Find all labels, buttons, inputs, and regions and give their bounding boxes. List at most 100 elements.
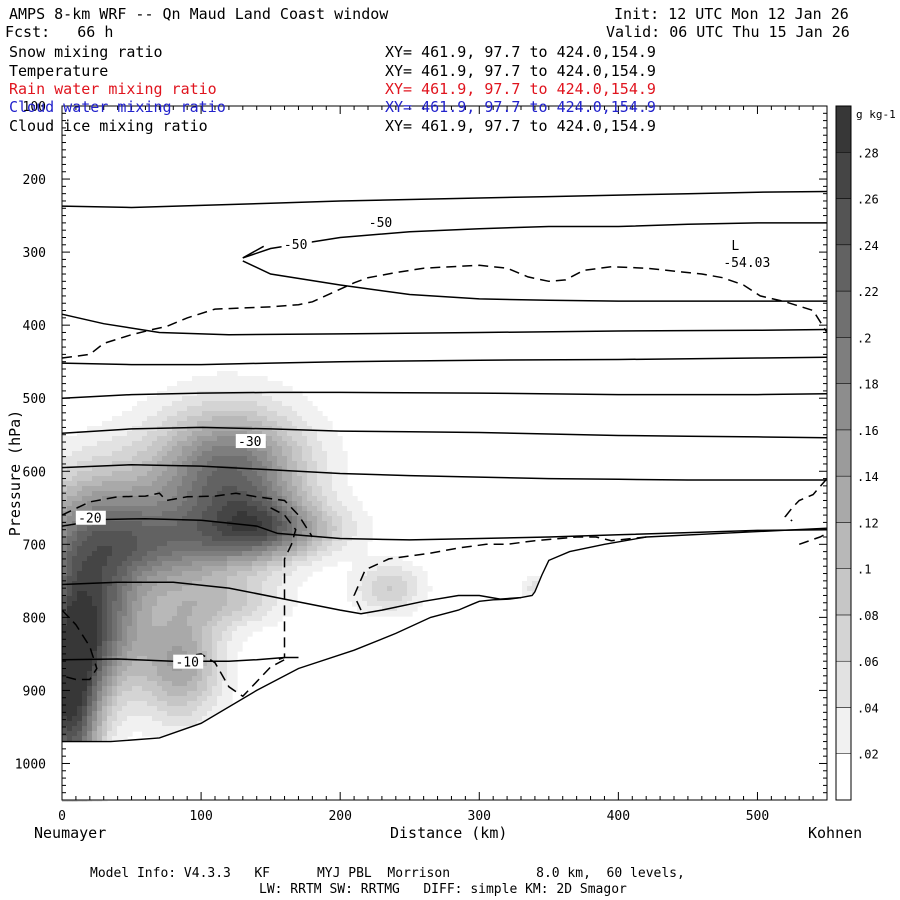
snow-cell xyxy=(247,376,253,382)
snow-cell xyxy=(62,496,68,502)
snow-cell xyxy=(62,436,68,442)
snow-cell xyxy=(147,596,153,602)
snow-cell xyxy=(117,536,123,542)
snow-cell xyxy=(172,691,178,697)
snow-cell xyxy=(87,701,93,707)
snow-cell xyxy=(317,491,323,497)
snow-cell xyxy=(152,496,158,502)
snow-cell xyxy=(237,456,243,462)
snow-cell xyxy=(122,531,128,537)
snow-cell xyxy=(307,411,313,417)
snow-cell xyxy=(412,591,418,597)
snow-cell xyxy=(252,581,258,587)
snow-cell xyxy=(177,706,183,712)
snow-cell xyxy=(277,556,283,562)
snow-cell xyxy=(77,531,83,537)
snow-cell xyxy=(187,466,193,472)
snow-cell xyxy=(202,436,208,442)
snow-cell xyxy=(67,456,73,462)
snow-cell xyxy=(162,551,168,557)
snow-cell xyxy=(182,526,188,532)
snow-cell xyxy=(97,486,103,492)
snow-cell xyxy=(167,541,173,547)
snow-cell xyxy=(92,441,98,447)
snow-cell xyxy=(372,566,378,572)
snow-cell xyxy=(337,491,343,497)
snow-cell xyxy=(137,696,143,702)
snow-cell xyxy=(262,456,268,462)
snow-cell xyxy=(232,486,238,492)
snow-cell xyxy=(217,651,223,657)
snow-cell xyxy=(267,521,273,527)
snow-cell xyxy=(192,486,198,492)
snow-cell xyxy=(102,646,108,652)
colorbar-segment xyxy=(835,568,852,616)
snow-cell xyxy=(367,576,373,582)
snow-cell xyxy=(167,491,173,497)
snow-cell xyxy=(157,411,163,417)
snow-cell xyxy=(297,551,303,557)
snow-cell xyxy=(332,521,338,527)
snow-cell xyxy=(152,596,158,602)
snow-cell xyxy=(72,451,78,457)
snow-cell xyxy=(257,496,263,502)
snow-cell xyxy=(232,401,238,407)
snow-cell xyxy=(212,496,218,502)
snow-cell xyxy=(232,686,238,692)
snow-cell xyxy=(157,506,163,512)
snow-cell xyxy=(62,486,68,492)
snow-cell xyxy=(257,421,263,427)
snow-cell xyxy=(162,586,168,592)
snow-cell xyxy=(182,716,188,722)
isotherm-label: -10 xyxy=(175,656,198,671)
snow-cell xyxy=(117,436,123,442)
snow-cell xyxy=(197,411,203,417)
snow-cell xyxy=(122,556,128,562)
snow-cell xyxy=(167,636,173,642)
snow-cell xyxy=(152,691,158,697)
snow-cell xyxy=(222,621,228,627)
snow-cell xyxy=(197,631,203,637)
snow-cell xyxy=(252,431,258,437)
snow-cell xyxy=(147,471,153,477)
temperature-isotherms: -50-50-50-30-20-10L-54.03 xyxy=(61,190,828,671)
field-xy-rain: XY= 461.9, 97.7 to 424.0,154.9 xyxy=(385,80,656,98)
snow-cell xyxy=(247,386,253,392)
snow-cell xyxy=(237,566,243,572)
snow-cell xyxy=(307,481,313,487)
snow-cell xyxy=(122,671,128,677)
snow-cell xyxy=(72,591,78,597)
snow-cell xyxy=(197,691,203,697)
snow-cell xyxy=(107,716,113,722)
snow-cell xyxy=(202,381,208,387)
snow-cell xyxy=(77,456,83,462)
snow-cell xyxy=(287,536,293,542)
snow-cell xyxy=(207,486,213,492)
snow-cell xyxy=(327,541,333,547)
snow-cell xyxy=(167,631,173,637)
snow-cell xyxy=(77,701,83,707)
isotherm-label-bg xyxy=(281,236,312,251)
snow-cell xyxy=(337,496,343,502)
snow-cell xyxy=(322,526,328,532)
snow-cell xyxy=(257,476,263,482)
snow-cell xyxy=(242,531,248,537)
snow-cell xyxy=(117,646,123,652)
snow-cell xyxy=(207,506,213,512)
snow-cell xyxy=(102,591,108,597)
snow-cell xyxy=(237,421,243,427)
snow-cell xyxy=(237,621,243,627)
snow-cell xyxy=(82,706,88,712)
snow-cell xyxy=(87,626,93,632)
snow-cell xyxy=(62,706,68,712)
snow-cell xyxy=(182,616,188,622)
snow-cell xyxy=(242,471,248,477)
snow-cell xyxy=(197,551,203,557)
snow-cell xyxy=(132,681,138,687)
snow-cell xyxy=(232,566,238,572)
snow-cell xyxy=(182,426,188,432)
snow-cell xyxy=(97,651,103,657)
snow-cell xyxy=(262,476,268,482)
snow-cell xyxy=(192,421,198,427)
snow-cell xyxy=(67,701,73,707)
